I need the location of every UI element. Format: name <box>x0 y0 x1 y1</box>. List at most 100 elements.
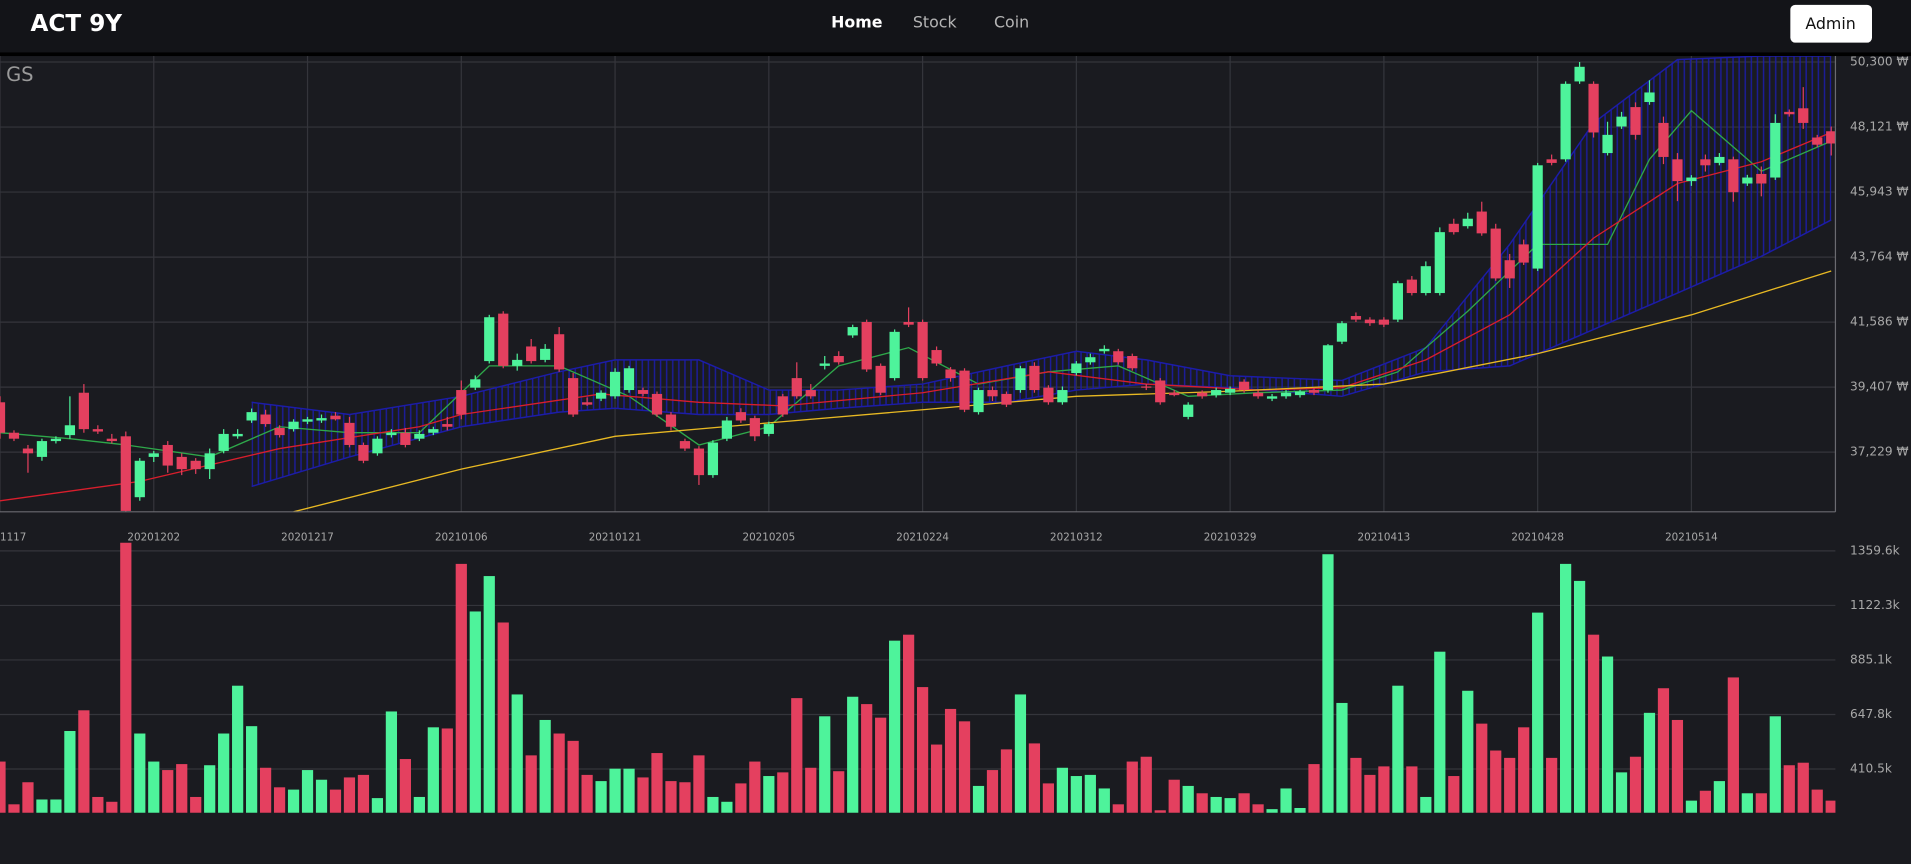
candle-body <box>484 317 495 362</box>
volume-bar <box>190 796 202 813</box>
candle-body <box>833 356 844 363</box>
candle-body <box>805 390 816 397</box>
candle-body <box>1616 116 1627 127</box>
candle-body <box>330 415 341 420</box>
candle-body <box>22 448 34 454</box>
volume-bar <box>148 761 160 813</box>
nav-link[interactable]: Home <box>831 13 882 32</box>
candle-body <box>1672 159 1683 182</box>
candle-body <box>749 418 760 437</box>
navbar-bg <box>0 0 1911 54</box>
nav-link[interactable]: Stock <box>913 13 958 32</box>
candle-body <box>1686 177 1697 182</box>
candle-body <box>609 371 621 397</box>
candle-body <box>735 412 746 421</box>
cloud-fill <box>251 56 1832 487</box>
volume-bar <box>1546 757 1558 813</box>
candle-body <box>190 460 201 470</box>
candle-body <box>1280 392 1292 397</box>
candle-body <box>386 432 397 436</box>
candle-body <box>1085 357 1096 363</box>
volume-bar <box>1014 694 1027 813</box>
candle-body <box>1700 159 1711 166</box>
volume-bar <box>357 774 370 813</box>
volume-bar <box>413 796 425 813</box>
candle-body <box>1015 368 1026 391</box>
volume-bar <box>511 694 523 813</box>
volume-bar <box>1126 761 1138 813</box>
candle-body <box>917 321 928 379</box>
volume-bar <box>106 801 118 813</box>
volume-bar <box>329 789 342 813</box>
volume-bar <box>861 704 873 813</box>
volume-bar <box>246 726 258 813</box>
candle-body <box>1644 92 1655 103</box>
volume-bar <box>497 622 509 813</box>
admin-button[interactable] <box>1790 4 1872 43</box>
volume-bar <box>1420 796 1432 813</box>
candle-body <box>721 420 733 439</box>
candle-body <box>1266 396 1278 399</box>
volume-bar <box>1112 804 1124 813</box>
x-tick-label: 20210329 <box>1204 531 1257 543</box>
candle-body <box>1197 392 1208 397</box>
candle-body <box>903 321 914 325</box>
candle-body <box>875 365 886 393</box>
candle-body <box>1378 319 1390 325</box>
candle-body <box>707 442 719 476</box>
nav-link[interactable]: Coin <box>994 13 1029 32</box>
logo[interactable]: ACT 9Y <box>30 11 122 37</box>
candle-body <box>1448 223 1459 233</box>
candle-body <box>1099 348 1110 352</box>
volume-bar <box>1657 688 1670 813</box>
y-tick-label: 41,586 ₩ <box>1850 315 1909 329</box>
candle-body <box>134 460 145 498</box>
candle-body <box>791 378 802 397</box>
candle-body <box>959 370 970 410</box>
volume-bar <box>1364 774 1376 813</box>
volume-bar <box>525 755 537 813</box>
candle-body <box>540 348 551 360</box>
volume-bar <box>1098 788 1110 813</box>
volume-bar <box>1140 756 1152 813</box>
candle-body <box>1560 83 1571 160</box>
y-tick-label: 647.8k <box>1850 707 1893 721</box>
candle-body <box>1308 390 1320 393</box>
candle-body <box>1406 279 1417 294</box>
volume-bar <box>679 782 691 813</box>
volume-bar <box>1028 743 1041 813</box>
volume-bar <box>455 563 467 813</box>
volume-bar <box>371 798 384 813</box>
volume-bar <box>581 774 593 813</box>
candle-body <box>581 402 593 405</box>
admin-button-label[interactable]: Admin <box>1805 14 1855 33</box>
candle-body <box>1490 228 1501 279</box>
volume-bar <box>427 727 439 813</box>
candle-body <box>498 313 509 366</box>
volume-bar <box>916 687 929 813</box>
volume-bar <box>707 796 719 813</box>
volume-bar <box>1392 685 1404 813</box>
volume-bar <box>1490 750 1502 813</box>
volume-bar <box>972 785 985 813</box>
candle-body <box>358 444 369 461</box>
candle-body <box>1029 365 1040 391</box>
volume-bar <box>1741 793 1753 813</box>
candle-body <box>1518 244 1529 263</box>
candle-body <box>1238 381 1250 391</box>
candle-body <box>162 444 173 466</box>
candle-body <box>1532 165 1543 269</box>
candle-body <box>1602 134 1613 154</box>
candle-body <box>414 433 425 439</box>
volume-bar <box>64 730 76 813</box>
x-tick-label: 20210428 <box>1511 531 1564 543</box>
candle-body <box>987 390 998 397</box>
volume-bar <box>944 708 957 813</box>
candle-body <box>1127 356 1138 369</box>
volume-bar <box>1671 719 1684 813</box>
ma-line <box>293 270 1832 512</box>
volume-bar <box>1727 677 1739 813</box>
candle-body <box>1770 122 1781 178</box>
candle-body <box>1225 388 1236 393</box>
